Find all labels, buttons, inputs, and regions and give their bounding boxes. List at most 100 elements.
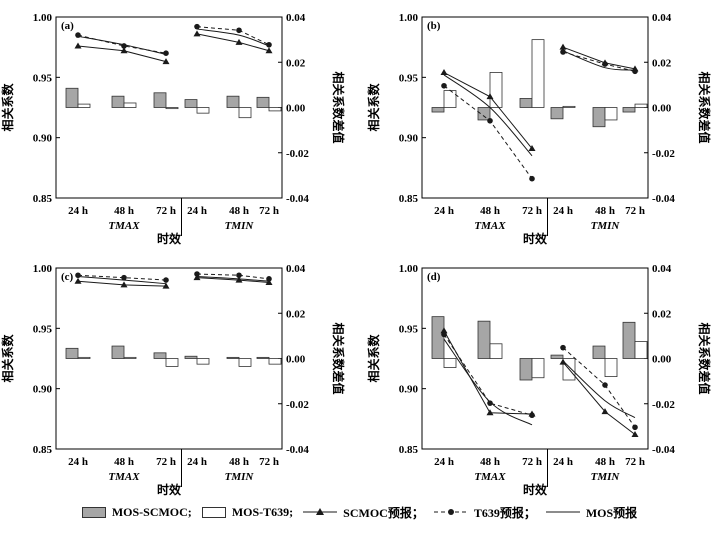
point-t639 [121, 274, 127, 281]
right-tick-label: -0.02 [652, 399, 675, 411]
bar-mos-scmoc [431, 316, 445, 359]
bar-mos-t639 [489, 343, 503, 359]
legend-label-mos-scmoc: MOS-SCMOC; [111, 504, 192, 519]
chart-panel-c: 0.85 0.90 0.95 1.00 -0.04 -0.02 0.00 0.02 0.04 24… [0, 263, 346, 497]
line-t639 [562, 51, 636, 72]
point-scmoc [74, 42, 82, 49]
right-tick-label: -0.02 [286, 399, 309, 411]
right-tick-label: -0.04 [286, 444, 309, 456]
group-label: TMAX [108, 220, 140, 232]
point-scmoc [559, 43, 567, 50]
legend-item-mos: MOS预报 [545, 504, 637, 521]
legend-label-scmoc: SCMOC预报； [343, 505, 424, 520]
x-tick-label: 72 h [259, 456, 279, 468]
point-scmoc [528, 145, 536, 152]
y-axis-title-right: 相关系数差值 [697, 71, 712, 143]
point-t639 [602, 382, 608, 388]
bar-mos-scmoc [622, 321, 636, 359]
line-scmoc [196, 33, 270, 52]
left-tick-label: 0.95 [33, 323, 53, 335]
bar-mos-t639 [123, 356, 137, 359]
point-scmoc [265, 47, 273, 54]
bar-mos-scmoc [519, 358, 533, 381]
point-t639 [632, 424, 638, 431]
legend-item-scmoc: SCMOC预报； [303, 504, 424, 521]
bar-mos-t639 [165, 358, 179, 367]
point-t639 [236, 272, 242, 279]
point-t639 [266, 276, 272, 282]
x-tick-label: 72 h [522, 205, 542, 217]
point-scmoc [120, 47, 128, 54]
y-axis-title-right: 相关系数差值 [331, 322, 346, 394]
x-tick-label: 48 h [229, 456, 249, 468]
bar-mos-scmoc [431, 107, 445, 113]
point-scmoc [440, 327, 448, 334]
point-t639 [441, 331, 447, 338]
x-tick-label: 48 h [595, 205, 615, 217]
right-tick-label: 0.00 [286, 354, 306, 366]
group-label: TMIN [225, 471, 255, 483]
legend-item-mos-t639: MOS-T639; [201, 504, 294, 520]
x-tick-label: 48 h [480, 205, 500, 217]
bar-mos-t639 [604, 358, 618, 378]
bar-mos-t639 [268, 107, 282, 112]
left-tick-label: 0.85 [33, 444, 53, 456]
bar-mos-t639 [123, 102, 137, 108]
right-tick-label: -0.02 [652, 148, 675, 160]
right-tick-label: 0.02 [286, 57, 306, 69]
bar-mos-scmoc [550, 107, 564, 120]
group-label: TMAX [108, 471, 140, 483]
group-label: TMAX [474, 471, 506, 483]
y-axis-title-left: 相关系数 [0, 334, 15, 383]
bar-mos-scmoc [256, 96, 270, 108]
figure-canvas: 0.85 0.90 0.95 1.00 -0.04 -0.02 0.00 0.02 0.04 24… [0, 12, 712, 497]
left-tick-label: 0.95 [399, 72, 419, 84]
bar-mos-t639 [165, 107, 179, 110]
bar-mos-t639 [604, 107, 618, 121]
x-tick-label: 24 h [187, 456, 207, 468]
x-tick-label: 72 h [156, 205, 176, 217]
right-tick-label: 0.04 [652, 12, 672, 24]
left-tick-label: 1.00 [399, 263, 419, 275]
bar-mos-scmoc [226, 95, 240, 108]
point-t639 [487, 117, 493, 124]
bar-mos-t639 [77, 356, 91, 359]
legend-label-mos-t639: MOS-T639; [231, 504, 294, 519]
point-scmoc [486, 93, 494, 100]
bar-mos-scmoc [153, 352, 167, 359]
x-tick-label: 24 h [553, 205, 573, 217]
right-tick-label: -0.04 [286, 193, 309, 205]
y-axis-title-left: 相关系数 [366, 83, 381, 132]
bar-mos-t639 [238, 358, 252, 367]
right-tick-label: -0.04 [652, 193, 675, 205]
point-scmoc [120, 281, 128, 288]
point-scmoc [235, 38, 243, 45]
point-t639 [194, 23, 200, 30]
bar-mos-scmoc [65, 87, 79, 108]
line-mos [562, 360, 636, 419]
legend-item-t639: T639预报； [433, 504, 536, 521]
bar-mos-t639 [238, 107, 252, 119]
left-tick-label: 0.95 [399, 323, 419, 335]
bar-mos-scmoc [226, 356, 240, 359]
point-t639 [75, 32, 81, 38]
bar-mos-t639 [531, 39, 545, 108]
point-scmoc [193, 274, 201, 281]
bar-mos-scmoc [111, 345, 125, 359]
point-t639 [529, 175, 535, 182]
y-axis-title-left: 相关系数 [366, 334, 381, 383]
bar-mos-t639 [443, 358, 457, 368]
point-t639 [529, 412, 535, 419]
legend-item-mos-scmoc: MOS-SCMOC; [81, 504, 192, 520]
point-t639 [632, 68, 638, 75]
point-scmoc [162, 58, 170, 65]
line-scmoc [77, 45, 167, 63]
bar-mos-scmoc [592, 107, 606, 128]
right-tick-label: 0.00 [652, 103, 672, 115]
bar-mos-t639 [443, 90, 457, 108]
group-label: TMIN [591, 220, 621, 232]
group-label: TMAX [474, 220, 506, 232]
point-t639 [266, 41, 272, 48]
line-mos [443, 74, 533, 157]
line-t639 [77, 34, 167, 54]
